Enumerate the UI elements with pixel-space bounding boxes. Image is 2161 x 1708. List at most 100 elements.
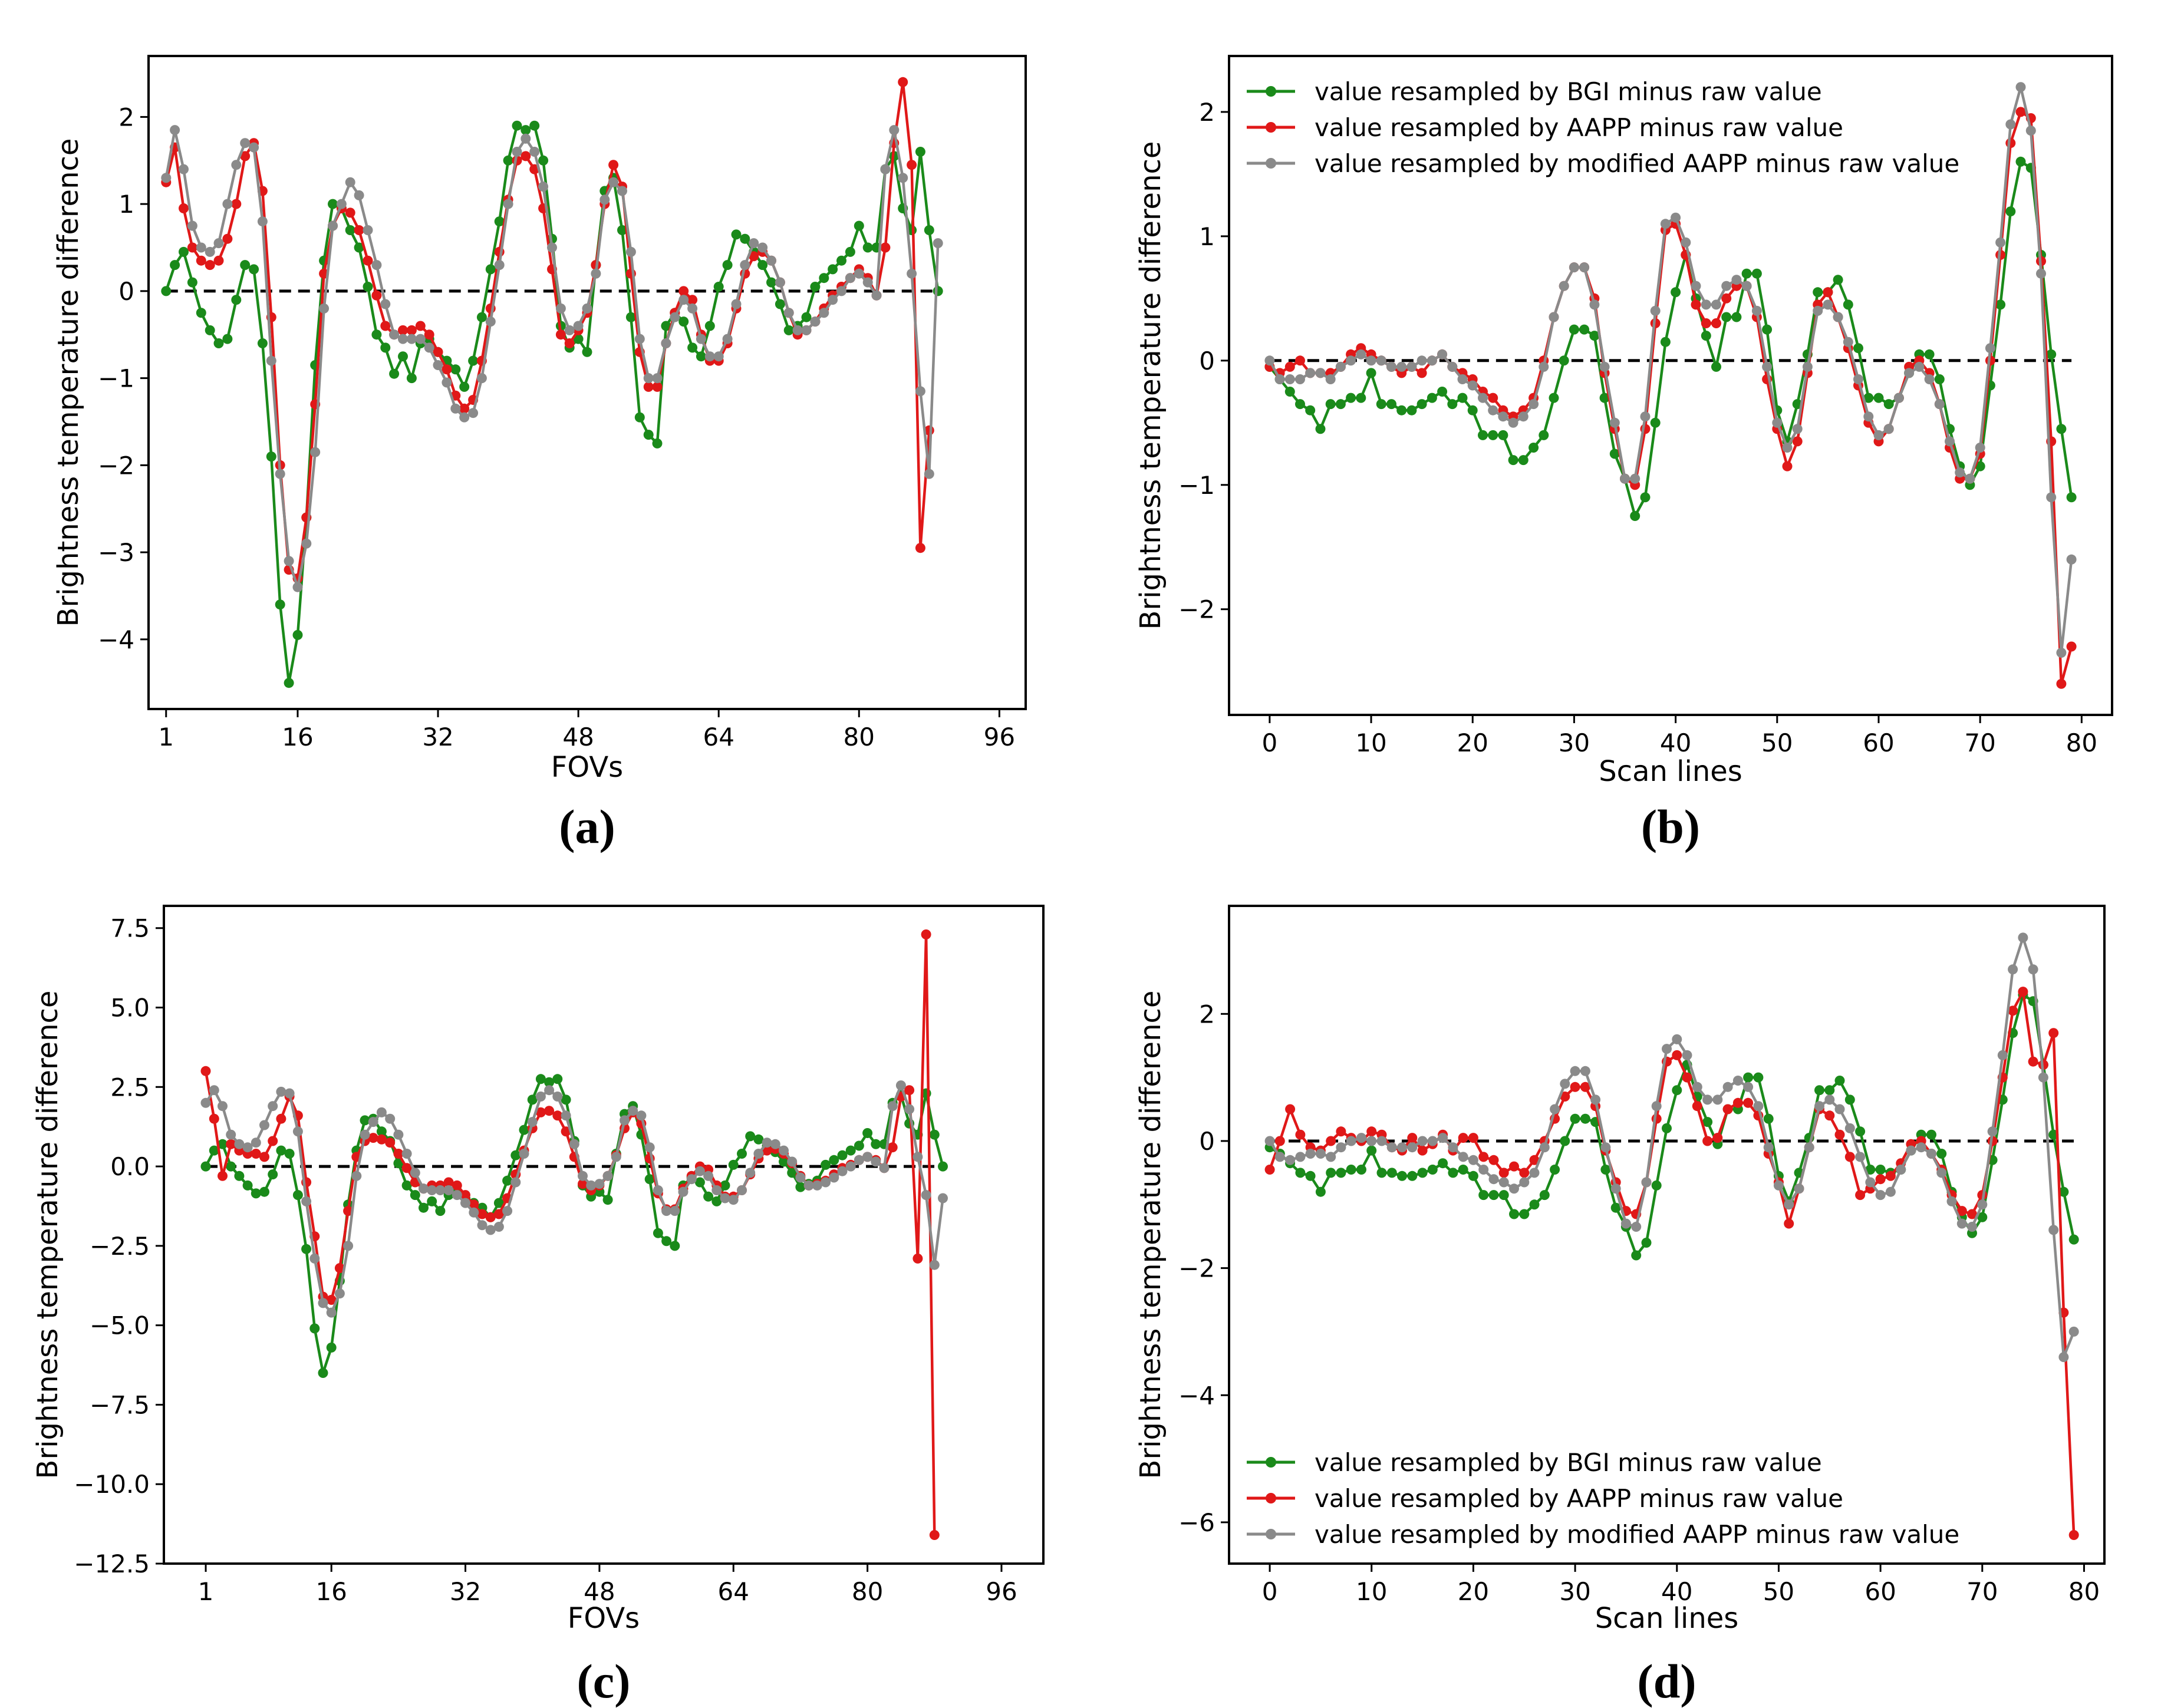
data-point	[1784, 1199, 1794, 1209]
y-tick-label: −5.0	[90, 1311, 150, 1340]
data-point	[1753, 1101, 1763, 1111]
data-point	[1427, 393, 1437, 403]
data-point	[933, 238, 943, 248]
data-point	[1886, 1171, 1896, 1181]
data-point	[1764, 1114, 1774, 1124]
data-point	[258, 216, 268, 226]
data-point	[644, 382, 654, 392]
data-point	[653, 373, 663, 383]
data-point	[921, 1190, 931, 1200]
data-point	[2067, 492, 2077, 502]
data-point	[2056, 648, 2066, 658]
data-point	[924, 225, 934, 235]
data-point	[1813, 306, 1823, 316]
y-tick-label: 2.5	[110, 1073, 150, 1102]
data-point	[2026, 126, 2036, 136]
data-point	[821, 1160, 831, 1170]
data-point	[574, 321, 584, 331]
data-point	[419, 1203, 429, 1213]
x-tick-label: 64	[718, 1577, 749, 1606]
data-point	[1264, 355, 1274, 365]
data-point	[319, 304, 329, 314]
legend-entry-label: value resampled by AAPP minus raw value	[1315, 1484, 1843, 1513]
data-point	[729, 1160, 739, 1170]
data-point	[354, 190, 364, 200]
data-point	[427, 1196, 437, 1206]
data-point	[1742, 269, 1752, 279]
data-point	[1549, 393, 1559, 403]
data-point	[1539, 430, 1549, 440]
data-point	[703, 1171, 713, 1181]
data-point	[723, 334, 733, 344]
series-line	[1270, 112, 2071, 684]
data-point	[1914, 362, 1924, 372]
data-point	[757, 243, 767, 253]
data-point	[1926, 1149, 1936, 1159]
data-point	[628, 1106, 638, 1116]
data-point	[1356, 1165, 1366, 1175]
data-point	[915, 543, 925, 553]
data-point	[1752, 306, 1762, 316]
data-point	[745, 1168, 755, 1178]
data-point	[309, 1324, 319, 1334]
data-point	[1285, 1104, 1295, 1115]
data-point	[1478, 1190, 1488, 1200]
data-point	[1762, 362, 1772, 372]
data-point	[898, 173, 908, 183]
data-point	[1733, 1076, 1743, 1086]
data-point	[231, 160, 241, 170]
data-point	[635, 413, 645, 423]
data-point	[836, 256, 846, 266]
data-point	[512, 121, 522, 131]
data-point	[766, 256, 776, 266]
data-point	[591, 269, 601, 279]
data-point	[1376, 399, 1386, 409]
y-tick-label: 0	[1199, 1127, 1215, 1156]
data-point	[1701, 318, 1711, 328]
data-point	[1397, 1142, 1407, 1152]
data-point	[723, 260, 733, 270]
data-point	[1681, 238, 1691, 248]
data-point	[608, 160, 618, 170]
data-point	[363, 282, 373, 292]
data-point	[1985, 343, 1995, 353]
data-point	[1957, 1219, 1967, 1229]
data-point	[301, 1196, 311, 1206]
data-point	[1498, 430, 1508, 440]
data-point	[740, 260, 750, 270]
data-point	[802, 312, 812, 322]
data-point	[1265, 1165, 1275, 1175]
data-point	[1418, 1146, 1428, 1156]
x-tick-label: 1	[198, 1577, 214, 1606]
data-point	[1742, 281, 1752, 291]
data-point	[1731, 275, 1741, 285]
data-point	[1275, 1152, 1285, 1162]
data-point	[904, 1085, 914, 1095]
y-tick-label: −1	[98, 364, 134, 393]
data-point	[757, 260, 767, 270]
y-axis-label: Brightness temperature difference	[52, 139, 85, 627]
data-point	[519, 1125, 529, 1135]
y-tick-label: 2	[1199, 1000, 1215, 1028]
series-bgi	[161, 121, 943, 688]
data-point	[1305, 405, 1315, 416]
data-point	[653, 438, 663, 449]
data-point	[599, 194, 610, 205]
data-point	[1549, 312, 1559, 322]
data-point	[775, 299, 785, 309]
data-point	[301, 1244, 311, 1254]
data-point	[1458, 1165, 1468, 1175]
data-point	[1945, 436, 1955, 446]
data-point	[1540, 1190, 1550, 1200]
data-point	[309, 1254, 319, 1264]
data-point	[1721, 312, 1731, 322]
data-point	[1813, 287, 1823, 297]
data-point	[1468, 381, 1478, 391]
data-point	[678, 295, 689, 305]
data-point	[205, 260, 215, 270]
data-point	[1855, 1126, 1865, 1136]
data-point	[1682, 1050, 1692, 1060]
data-point	[419, 1183, 429, 1193]
data-point	[1731, 312, 1741, 322]
data-point	[1743, 1082, 1753, 1092]
